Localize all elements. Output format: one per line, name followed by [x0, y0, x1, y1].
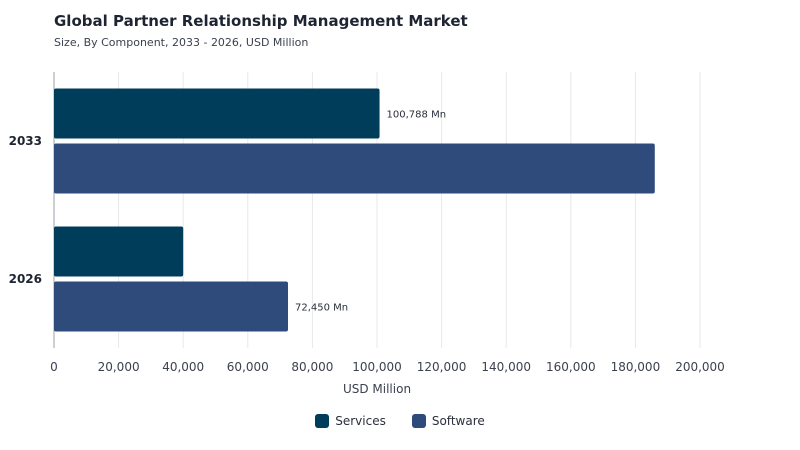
legend-item-services[interactable]: Services — [315, 414, 386, 428]
x-tick-label: 160,000 — [546, 360, 596, 374]
chart-title: Global Partner Relationship Management M… — [54, 12, 468, 30]
x-tick-label: 40,000 — [162, 360, 204, 374]
legend-swatch-software — [411, 414, 426, 428]
category-label: 2026 — [9, 272, 42, 286]
legend-item-software[interactable]: Software — [411, 414, 485, 428]
legend-label-software: Software — [431, 414, 485, 428]
x-tick-label: 180,000 — [611, 360, 661, 374]
x-tick-label: 140,000 — [481, 360, 531, 374]
bar-services-2033 — [54, 88, 380, 139]
x-tick-label: 20,000 — [98, 360, 140, 374]
legend: Services Software — [0, 414, 800, 428]
x-tick-label: 0 — [50, 360, 58, 374]
x-tick-label: 200,000 — [675, 360, 725, 374]
legend-label-services: Services — [335, 414, 386, 428]
legend-swatch-services — [315, 414, 330, 428]
chart-subtitle: Size, By Component, 2033 - 2026, USD Mil… — [54, 36, 309, 49]
x-tick-label: 120,000 — [417, 360, 467, 374]
data-label: 100,788 Mn — [387, 110, 447, 121]
x-tick-label: 100,000 — [352, 360, 402, 374]
bar-software-2026 — [54, 281, 289, 332]
bar-services-2026 — [54, 226, 184, 277]
bar-software-2033 — [54, 143, 655, 194]
category-label: 2033 — [9, 134, 42, 148]
data-label: 72,450 Mn — [295, 303, 348, 314]
x-tick-label: 60,000 — [227, 360, 269, 374]
x-tick-label: 80,000 — [291, 360, 333, 374]
x-axis-title: USD Million — [343, 382, 411, 396]
